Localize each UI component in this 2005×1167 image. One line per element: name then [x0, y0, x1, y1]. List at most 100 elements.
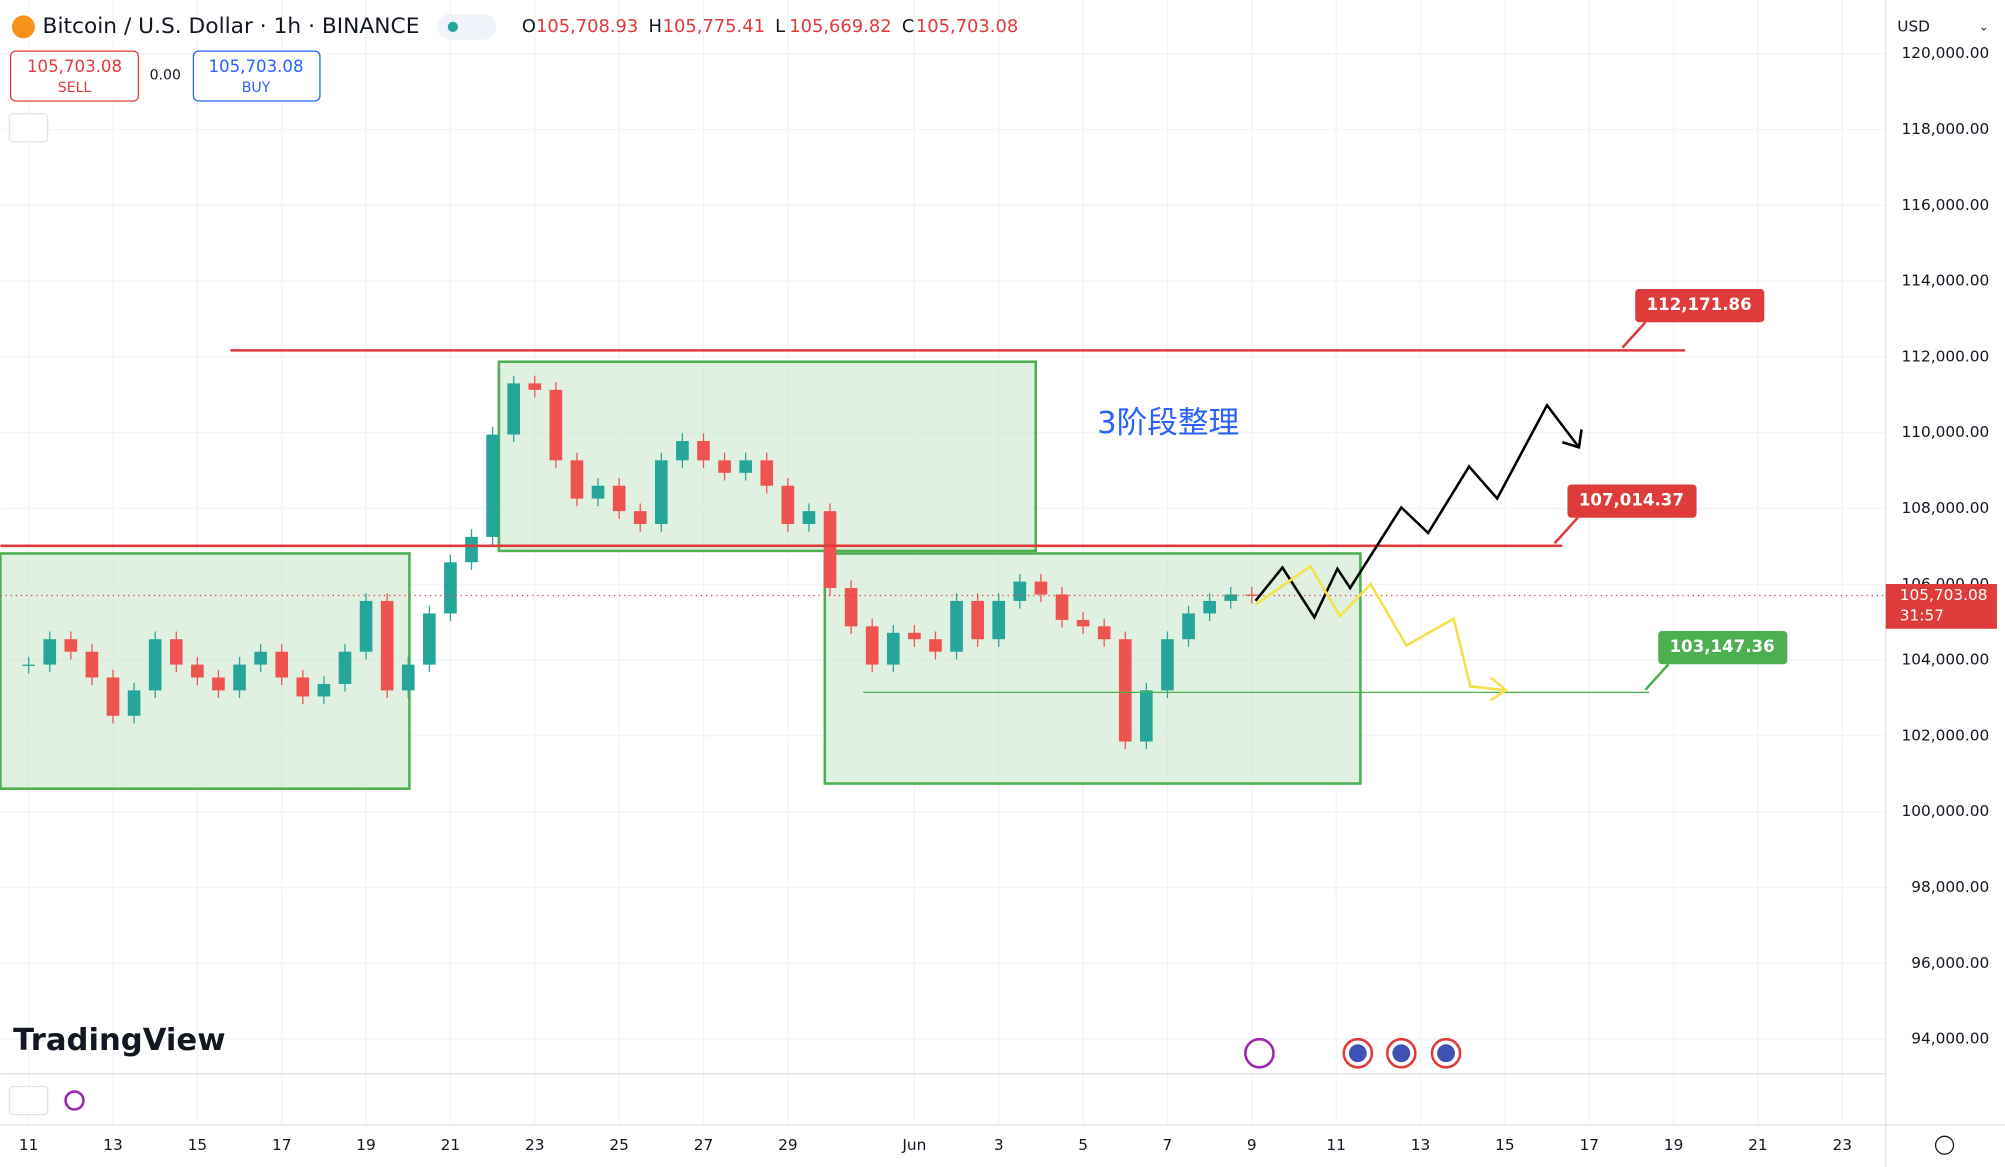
candle-body — [1097, 626, 1111, 640]
projection-path — [1254, 564, 1507, 692]
status-pill[interactable] — [437, 14, 497, 40]
sell-price[interactable]: 105,703.08 — [27, 57, 122, 76]
x-tick-label: 7 — [1163, 1136, 1173, 1154]
ohlc-key: O — [522, 16, 536, 37]
label-pin — [1644, 663, 1670, 691]
candle-body — [296, 677, 310, 697]
x-tick-label: 11 — [1326, 1136, 1346, 1154]
candle-body — [591, 485, 605, 499]
refresh-icon[interactable] — [64, 1090, 85, 1111]
countdown: 31:57 — [1900, 606, 1944, 624]
candle-body — [1140, 690, 1153, 742]
x-tick-label: 23 — [525, 1136, 545, 1154]
ohlc-value: 105,775.41 — [663, 16, 765, 37]
range-box — [823, 552, 1362, 785]
candle-body — [380, 600, 394, 691]
candle-body — [865, 626, 879, 665]
y-tick-label: 110,000.00 — [1902, 423, 1990, 441]
settings-icon[interactable] — [1934, 1135, 1955, 1155]
candle-body — [1013, 581, 1027, 601]
candle-body — [612, 485, 626, 512]
candle-body — [739, 460, 752, 473]
x-tick-label: 19 — [356, 1136, 376, 1154]
candle-body — [275, 651, 289, 678]
level-tag — [1658, 631, 1788, 665]
y-tick-label: 118,000.00 — [1902, 120, 1990, 138]
candle-body — [85, 651, 99, 678]
candle-body — [1182, 613, 1195, 640]
arrow-head — [1489, 676, 1509, 702]
candle-body — [22, 664, 35, 666]
candle-body — [1034, 581, 1048, 595]
candle-body — [929, 639, 942, 652]
candle-body — [549, 389, 563, 461]
label-pin — [1621, 321, 1647, 349]
projection-path — [1254, 402, 1580, 621]
candle-body — [1076, 619, 1090, 627]
candle-body — [844, 588, 858, 627]
candle-body — [676, 440, 689, 461]
candle-body — [317, 683, 331, 697]
candle-body — [823, 511, 837, 589]
level-tag — [1635, 288, 1765, 323]
candle-body — [127, 690, 141, 716]
ohlc-key: L — [775, 16, 785, 37]
y-tick-label: 120,000.00 — [1902, 44, 1990, 62]
y-tick-label: 116,000.00 — [1902, 196, 1990, 214]
y-tick-label: 96,000.00 — [1911, 954, 1989, 972]
sell-label[interactable]: SELL — [58, 80, 92, 96]
y-tick-label: 112,000.00 — [1902, 347, 1990, 365]
x-tick-label: 15 — [1495, 1136, 1515, 1154]
y-tick-label: 102,000.00 — [1902, 726, 1990, 744]
x-tick-label: 15 — [188, 1136, 208, 1154]
spread: 0.00 — [150, 67, 181, 83]
buy-label[interactable]: BUY — [242, 80, 271, 96]
label-pin — [1553, 516, 1579, 545]
x-tick-label: 27 — [694, 1136, 714, 1154]
arrow-head — [1561, 429, 1583, 450]
candle-body — [570, 460, 584, 499]
last-price-tag — [1885, 584, 1997, 629]
candle-body — [148, 639, 162, 691]
candle-body — [718, 460, 731, 473]
candle-body — [233, 664, 246, 691]
currency-button[interactable] — [1889, 7, 1997, 44]
level-label: 103,147.36 — [1670, 637, 1775, 656]
candle-body — [1224, 594, 1238, 601]
candle-body — [507, 383, 521, 435]
candle-body — [64, 639, 78, 652]
buy-price[interactable]: 105,703.08 — [208, 57, 303, 76]
currency[interactable]: USD — [1897, 17, 1930, 35]
x-tick-label: 13 — [1411, 1136, 1431, 1154]
candle-body — [444, 562, 457, 614]
buy-button[interactable] — [192, 50, 321, 102]
x-tick-label: 9 — [1247, 1136, 1257, 1154]
candle-body — [191, 664, 204, 678]
x-tick-label: 21 — [441, 1136, 461, 1154]
candle-body — [1055, 594, 1069, 620]
collapse-button[interactable] — [8, 1085, 49, 1116]
ohlc-value: 105,703.08 — [916, 16, 1018, 37]
sell-button[interactable] — [9, 50, 140, 102]
candle-body — [886, 632, 900, 665]
x-tick-label: 17 — [272, 1136, 292, 1154]
candle-body — [486, 434, 499, 537]
candle-body — [654, 460, 668, 524]
candle-body — [1118, 639, 1132, 742]
ohlc-key: C — [902, 16, 914, 37]
candle-body — [254, 651, 267, 665]
level-tag — [1567, 484, 1697, 518]
candle-body — [992, 600, 1006, 640]
y-tick-label: 104,000.00 — [1902, 651, 1990, 669]
candle-body — [106, 677, 120, 716]
candle-body — [401, 664, 415, 691]
level-label: 112,171.86 — [1647, 295, 1752, 314]
watermark: TradingView — [13, 1023, 225, 1058]
candle-body — [465, 536, 478, 563]
candle-body — [423, 613, 436, 665]
collapse-button[interactable] — [8, 113, 49, 143]
candle-body — [169, 639, 183, 665]
ohlc-key: H — [649, 16, 662, 37]
y-tick-label: 94,000.00 — [1911, 1030, 1989, 1048]
